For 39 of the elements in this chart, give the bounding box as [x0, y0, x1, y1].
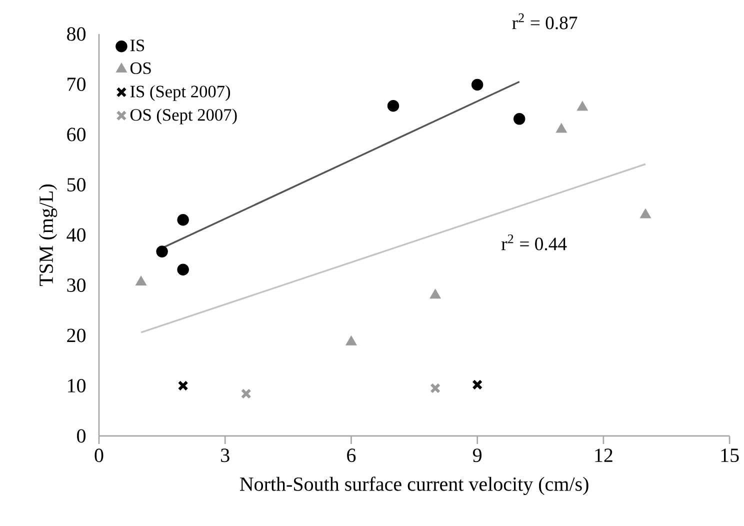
y-tick-label: 60: [67, 128, 86, 142]
y-axis-title: TSM (mg/L): [38, 184, 58, 286]
x-tick-label: 6: [347, 448, 356, 462]
point: [576, 100, 588, 111]
point: [472, 379, 483, 390]
point: [471, 78, 484, 91]
point: [430, 383, 441, 394]
point: [156, 246, 168, 258]
point: [240, 388, 252, 400]
y-tick-label: 10: [68, 378, 86, 392]
text: r$^{2}$ = 0.87: [512, 13, 578, 30]
point: [178, 380, 188, 391]
y-tick-label: 40: [66, 228, 86, 242]
x-axis-title: North-South surface current velocity (cm/s): [240, 476, 588, 496]
point: [135, 276, 147, 286]
legend-label: OS (Sept 2007): [130, 108, 237, 124]
x-tick-label: 12: [595, 448, 612, 462]
annotation: r$^{2}$ = 0.44: [501, 234, 567, 250]
point: [430, 288, 441, 299]
y-tick-label: 70: [68, 78, 86, 92]
point: [387, 100, 400, 112]
y-tick-label: 0: [77, 429, 86, 443]
x-tick-label: 3: [221, 448, 230, 462]
point: [556, 123, 567, 133]
point: [640, 208, 652, 218]
point: [177, 264, 189, 276]
y-tick-label: 20: [67, 328, 86, 342]
y-tick-label: 50: [67, 178, 86, 192]
point: [177, 214, 189, 226]
legend-label: IS: [130, 40, 144, 52]
legend-label: IS (Sept 2007): [130, 85, 230, 101]
y-tick-label: 30: [67, 278, 86, 292]
point: [514, 113, 526, 125]
legend-label: OS: [130, 62, 151, 74]
x-tick-label: 0: [94, 448, 104, 462]
point: [346, 336, 357, 346]
y-tick-label: 80: [67, 27, 86, 41]
x-tick-label: 9: [472, 448, 482, 462]
x-tick-label: 15: [721, 448, 739, 462]
